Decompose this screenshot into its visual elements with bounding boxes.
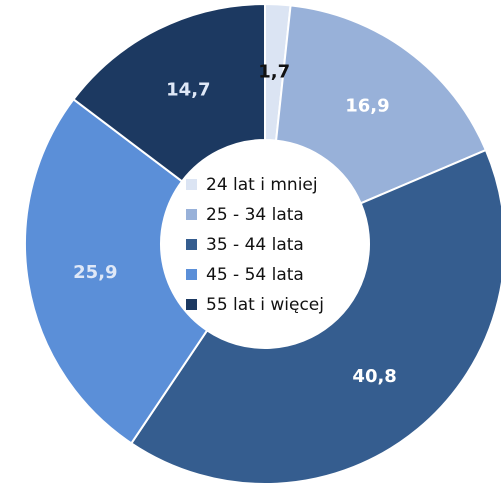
data-label-3: 25,9 xyxy=(73,262,117,283)
legend-label-2: 35 - 44 lata xyxy=(206,235,304,255)
legend-swatch-1 xyxy=(186,209,197,220)
slice-4 xyxy=(72,2,266,183)
slice-2 xyxy=(129,148,501,485)
legend-swatch-3 xyxy=(186,269,197,280)
legend-label-4: 55 lat i więcej xyxy=(206,295,324,315)
data-labels: 1,7 16,9 40,8 25,9 14,7 xyxy=(73,62,397,387)
data-label-1: 16,9 xyxy=(345,95,389,116)
data-label-4: 14,7 xyxy=(166,80,210,101)
slice-1 xyxy=(274,4,488,205)
slice-3 xyxy=(24,97,209,445)
legend-label-1: 25 - 34 lata xyxy=(206,205,304,225)
legend-swatch-2 xyxy=(186,239,197,250)
legend-swatch-0 xyxy=(186,179,197,190)
legend-swatch-4 xyxy=(186,299,197,310)
donut-slices xyxy=(24,2,501,485)
legend: 24 lat i mniej 25 - 34 lata 35 - 44 lata 45… xyxy=(186,175,324,315)
legend-label-0: 24 lat i mniej xyxy=(206,175,318,195)
data-label-2: 40,8 xyxy=(352,366,396,387)
data-label-0: 1,7 xyxy=(258,62,290,83)
legend-label-3: 45 - 54 lata xyxy=(206,265,304,285)
